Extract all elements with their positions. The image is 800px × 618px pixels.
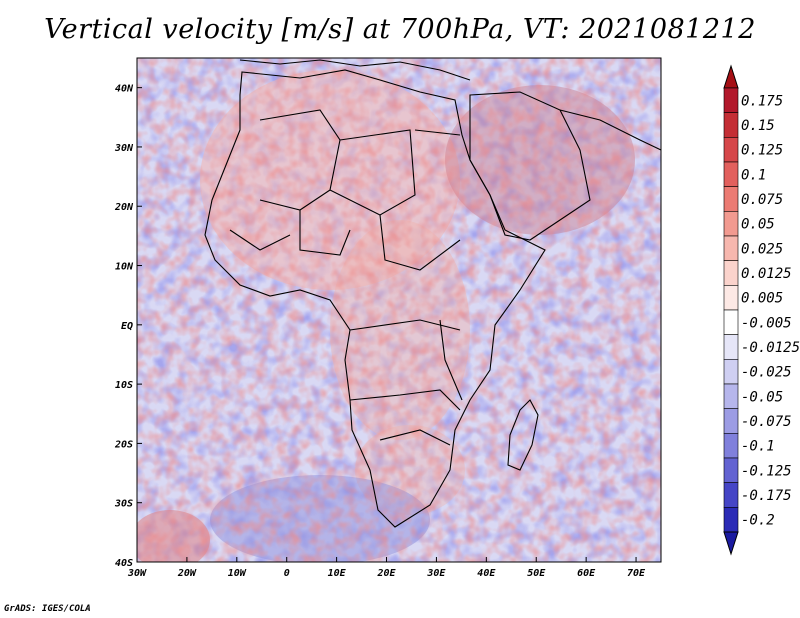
colorbar-label: -0.175: [741, 488, 792, 504]
lat-tick-label: 30S: [114, 499, 133, 510]
colorbar-swatch: [723, 161, 739, 187]
lon-tick-label: 10E: [328, 568, 347, 579]
colorbar-label: -0.2: [741, 513, 775, 529]
colorbar-swatch: [723, 482, 739, 508]
colorbar-label: 0.05: [741, 217, 775, 233]
colorbar-label: 0.125: [741, 143, 783, 159]
colorbar-label: 0.025: [741, 241, 783, 257]
map-title: Vertical velocity [m/s] at 700hPa, VT: 2…: [44, 14, 756, 45]
colorbar-label: 0.1: [741, 167, 766, 183]
colorbar-label: -0.125: [741, 463, 792, 479]
lat-tick-label: 10S: [115, 380, 133, 391]
velocity-field: [137, 58, 661, 562]
lat-tick-label: 20N: [114, 202, 134, 213]
colorbar-swatch: [723, 334, 739, 360]
colorbar-swatch: [723, 457, 739, 483]
colorbar-swatch: [723, 112, 739, 138]
lon-tick-label: 20E: [376, 568, 396, 579]
lat-tick-label: EQ: [121, 321, 133, 332]
colorbar-swatch: [723, 408, 739, 434]
colorbar-swatch: [723, 186, 739, 212]
colorbar-swatch: [723, 285, 739, 311]
colorbar-label: -0.1: [741, 439, 775, 455]
lat-tick-label: 40S: [115, 558, 133, 569]
lon-tick-label: 30E: [426, 568, 446, 579]
colorbar-swatch: [723, 433, 739, 459]
longitude-axis: 30W 20W 10W 0 10E 20E 30E 40E 50E 60E 70E: [127, 557, 646, 579]
colorbar: 0.175 0.15 0.125 0.1 0.075 0.05 0.025 0.0125 0.0…: [723, 64, 800, 556]
lon-tick-label: 20W: [177, 568, 197, 579]
lat-tick-label: 10N: [115, 262, 134, 273]
colorbar-label: -0.0125: [741, 340, 800, 356]
latitude-axis: 40N 30N 20N 10N EQ 10S 20S 30S 40S: [114, 84, 142, 569]
colorbar-swatch: [723, 137, 739, 163]
lon-tick-label: 10W: [228, 568, 247, 579]
lat-tick-label: 40N: [115, 84, 134, 95]
plot-frame: [136, 57, 662, 563]
colorbar-label: -0.05: [741, 389, 783, 405]
colorbar-swatch: [723, 309, 739, 335]
colorbar-swatch: [723, 87, 739, 113]
colorbar-label: 0.175: [741, 93, 783, 109]
colorbar-swatch: [723, 260, 739, 286]
lon-tick-label: 70E: [627, 568, 646, 579]
colorbar-swatch: [723, 359, 739, 385]
colorbar-swatch: [723, 383, 739, 409]
colorbar-top-arrow: [723, 64, 739, 89]
grads-credit: GrADS: IGES/COLA: [4, 604, 91, 614]
coastlines-borders: [204, 59, 661, 528]
colorbar-swatch: [723, 211, 739, 237]
colorbar-label: 0.075: [741, 192, 783, 208]
colorbar-label: 0.005: [741, 291, 783, 307]
lon-tick-label: 0: [284, 568, 290, 579]
colorbar-bottom-arrow: [723, 531, 739, 556]
lon-tick-label: 40E: [477, 568, 496, 579]
colorbar-label: -0.075: [741, 414, 792, 430]
colorbar-swatch: [723, 235, 739, 261]
colorbar-swatch: [723, 507, 739, 533]
lon-tick-label: 60E: [577, 568, 596, 579]
colorbar-label: 0.15: [741, 118, 775, 134]
colorbar-label: -0.005: [741, 315, 792, 331]
lat-tick-label: 30N: [114, 143, 134, 154]
lon-tick-label: 30W: [127, 568, 147, 579]
colorbar-label: -0.025: [741, 365, 792, 381]
colorbar-label: 0.0125: [741, 266, 792, 282]
lon-tick-label: 50E: [527, 568, 546, 579]
lat-tick-label: 20S: [114, 439, 133, 450]
